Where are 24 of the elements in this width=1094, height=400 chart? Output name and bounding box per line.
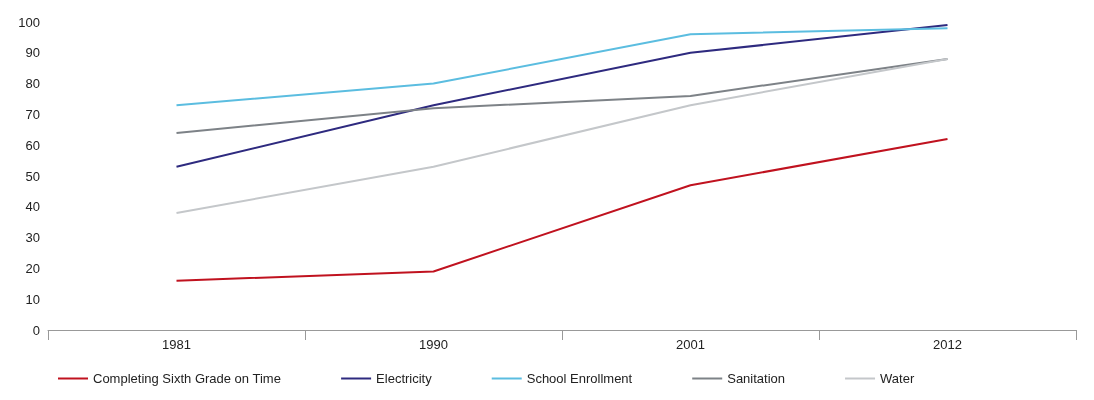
- y-tick-label: 80: [25, 76, 40, 92]
- y-tick-label: 10: [25, 291, 40, 307]
- legend-label: Sanitation: [727, 371, 786, 386]
- x-tick-label: 2012: [933, 337, 962, 352]
- line-series: [175, 27, 949, 107]
- legend-label: School Enrollment: [526, 371, 633, 386]
- x-tick-label: 1981: [162, 337, 191, 352]
- y-tick-label: 30: [25, 230, 40, 246]
- line-series: [175, 138, 949, 282]
- line-series: [175, 57, 949, 214]
- y-tick-label: 50: [25, 168, 40, 184]
- x-tick-label: 2001: [676, 337, 705, 352]
- y-tick-label: 60: [25, 137, 40, 153]
- y-tick-label: 0: [32, 322, 40, 338]
- legend-label: Electricity: [376, 371, 433, 386]
- legend-label: Completing Sixth Grade on Time: [93, 371, 281, 386]
- y-tick-label: 70: [25, 106, 40, 122]
- y-tick-label: 100: [18, 14, 40, 30]
- line-series: [175, 24, 949, 168]
- y-tick-label: 20: [25, 260, 40, 276]
- x-tick-label: 1990: [419, 337, 448, 352]
- y-tick-label: 90: [25, 45, 40, 61]
- y-tick-label: 40: [25, 199, 40, 215]
- legend-label: Water: [880, 371, 915, 386]
